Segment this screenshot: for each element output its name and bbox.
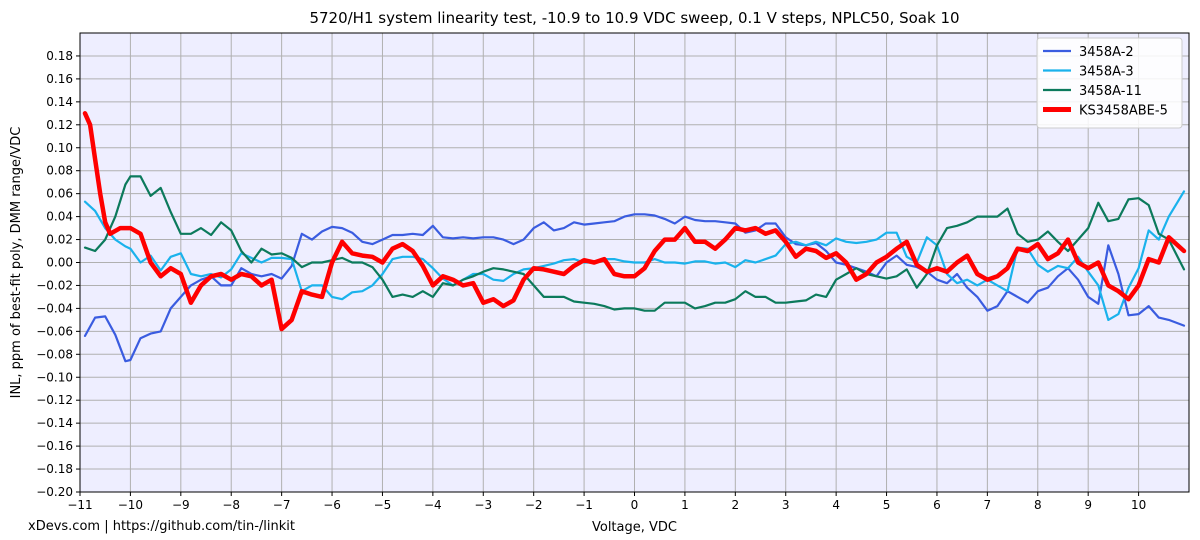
- x-axis-title: Voltage, VDC: [592, 520, 677, 535]
- series-line-3458A-2: [83, 213, 1186, 363]
- x-tick-label: −11: [67, 498, 92, 512]
- y-axis-title: INL, ppm of best-fit poly, DMM range/VDC: [9, 127, 24, 399]
- y-tick-label: 0.12: [46, 118, 73, 132]
- y-tick-label: −0.12: [36, 393, 73, 407]
- series-layer: [82, 111, 1187, 363]
- y-tick-label: −0.10: [36, 370, 73, 384]
- x-tick-label: 1: [681, 498, 689, 512]
- y-axis-ticks: −0.20 −0.18 −0.16 −0.14 −0.12 −0.10 −0.08 −0.06…: [36, 49, 80, 499]
- x-tick-label: −4: [424, 498, 442, 512]
- y-tick-label: −0.14: [36, 416, 73, 430]
- y-tick-label: −0.18: [36, 462, 73, 476]
- y-tick-label: 0.02: [46, 233, 73, 247]
- x-tick-label: −7: [273, 498, 291, 512]
- x-tick-label: 9: [1084, 498, 1092, 512]
- x-tick-label: 8: [1034, 498, 1042, 512]
- y-tick-label: 0.10: [46, 141, 73, 155]
- x-tick-label: 2: [731, 498, 739, 512]
- x-tick-label: 6: [933, 498, 941, 512]
- legend-label-3458A-11: 3458A-11: [1079, 84, 1142, 99]
- legend-label-KS3458ABE-5: KS3458ABE-5: [1079, 104, 1168, 119]
- y-tick-label: −0.16: [36, 439, 73, 453]
- y-tick-label: 0.18: [46, 49, 73, 63]
- x-tick-label: 0: [631, 498, 639, 512]
- series-line-KS3458ABE-5: [82, 111, 1187, 332]
- y-tick-label: 0.00: [46, 256, 73, 270]
- x-tick-label: −10: [118, 498, 143, 512]
- x-tick-label: −9: [172, 498, 190, 512]
- legend: 3458A-2 3458A-3 3458A-11 KS3458ABE-5: [1036, 37, 1183, 129]
- y-tick-label: −0.04: [36, 301, 73, 315]
- y-tick-label: −0.08: [36, 347, 73, 361]
- x-tick-label: 3: [782, 498, 790, 512]
- x-tick-label: −2: [525, 498, 543, 512]
- chart-title: 5720/H1 system linearity test, -10.9 to …: [309, 9, 959, 27]
- series-line-3458A-3: [83, 190, 1186, 321]
- grid-lines: [79, 33, 1189, 493]
- x-tick-label: −1: [575, 498, 593, 512]
- y-tick-label: 0.14: [46, 95, 73, 109]
- x-tick-label: 4: [832, 498, 840, 512]
- x-axis-ticks: −11 −10 −9 −8 −7 −6 −5 −4 −3 −2 −1 0 1 2 3 4 5 6 7 8 9 10: [67, 492, 1146, 512]
- y-tick-label: 0.16: [46, 72, 73, 86]
- x-tick-label: −3: [474, 498, 492, 512]
- x-tick-label: 10: [1131, 498, 1146, 512]
- x-tick-label: 5: [883, 498, 891, 512]
- footer-credit: xDevs.com | https://github.com/tin-/link…: [28, 519, 295, 534]
- y-tick-label: 0.04: [46, 210, 73, 224]
- series-line-3458A-11: [83, 175, 1186, 312]
- y-tick-label: 0.06: [46, 187, 73, 201]
- legend-box: [1036, 37, 1183, 129]
- x-tick-label: −5: [374, 498, 392, 512]
- legend-label-3458A-3: 3458A-3: [1079, 65, 1134, 80]
- y-tick-label: −0.02: [36, 278, 73, 292]
- legend-label-3458A-2: 3458A-2: [1079, 45, 1134, 60]
- y-tick-label: 0.08: [46, 164, 73, 178]
- x-tick-label: 7: [984, 498, 992, 512]
- y-tick-label: −0.20: [36, 485, 73, 499]
- y-tick-label: −0.06: [36, 324, 73, 338]
- x-tick-label: −8: [222, 498, 240, 512]
- x-tick-label: −6: [323, 498, 341, 512]
